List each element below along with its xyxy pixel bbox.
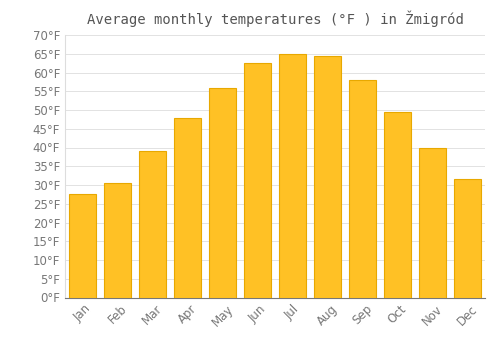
Bar (70, 194, 96, 298)
Bar (384, 112, 410, 298)
Bar (174, 118, 201, 298)
Bar (210, 88, 236, 298)
Title: Average monthly temperatures (°F ) in Žmigród: Average monthly temperatures (°F ) in Žm… (86, 10, 464, 27)
Bar (104, 183, 130, 298)
Bar (454, 179, 480, 298)
Bar (140, 151, 166, 298)
Bar (244, 63, 270, 298)
Bar (280, 54, 305, 298)
Bar (420, 147, 446, 298)
Bar (350, 80, 376, 298)
Bar (314, 56, 340, 298)
